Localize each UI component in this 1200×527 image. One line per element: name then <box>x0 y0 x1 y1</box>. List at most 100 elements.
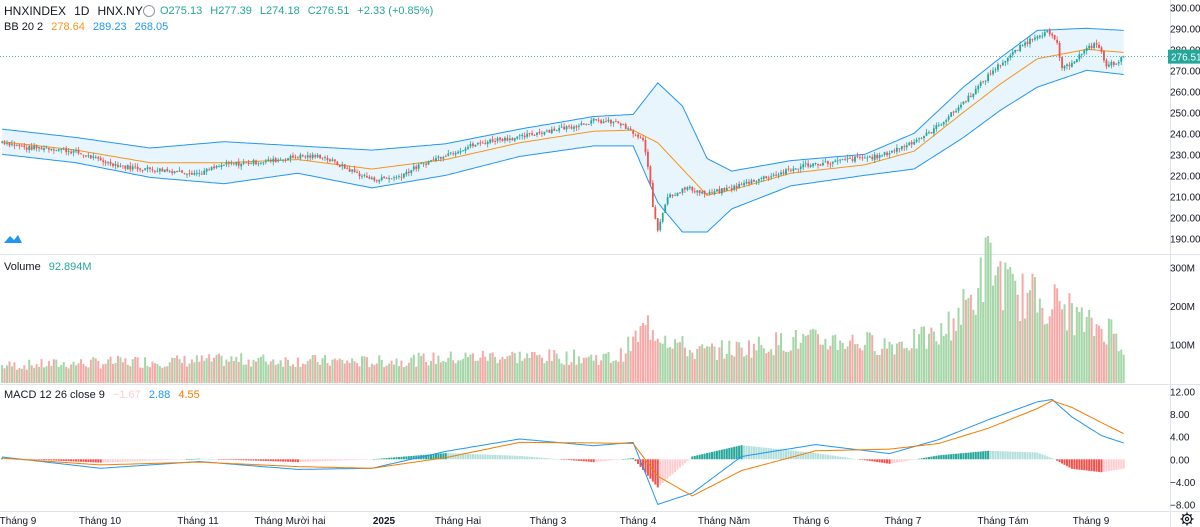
macd-hist-bar <box>491 454 494 460</box>
macd-hist-bar <box>619 459 622 460</box>
macd-hist-bar <box>40 459 43 460</box>
volume-bar <box>1117 351 1120 383</box>
candle-body <box>651 182 654 207</box>
volume-bar <box>28 359 31 383</box>
price-tick-label: 210.00 <box>1170 192 1200 203</box>
macd-hist-bar <box>962 453 965 460</box>
macd-hist-bar <box>890 459 893 464</box>
volume-bar <box>151 361 154 383</box>
macd-hist-bar <box>291 459 294 462</box>
volume-bar <box>156 363 159 383</box>
candle-body <box>580 123 583 125</box>
volume-bar <box>718 347 721 383</box>
interval-label[interactable]: 1D <box>74 4 90 18</box>
macd-hist-bar <box>144 459 147 461</box>
volume-bar <box>462 358 465 383</box>
macd-hist-bar <box>501 455 504 460</box>
candle-body <box>338 165 341 167</box>
candle-body <box>508 138 511 141</box>
macd-hist-bar <box>380 458 383 460</box>
volume-bar <box>444 361 447 383</box>
macd-hist-bar <box>444 453 447 460</box>
tradingview-logo-icon[interactable] <box>3 232 23 244</box>
macd-legend[interactable]: MACD 12 26 close 9 −1.67 2.88 4.55 <box>4 389 205 401</box>
volume-bar <box>262 354 265 383</box>
candle-body <box>839 159 842 161</box>
macd-hist-bar <box>723 449 726 460</box>
volume-bar <box>269 361 272 383</box>
volume-bar <box>937 344 940 383</box>
volume-bar <box>755 350 758 383</box>
macd-hist-bar <box>932 456 935 460</box>
macd-hist-bar <box>227 459 230 460</box>
candle-body <box>454 152 457 155</box>
macd-hist-bar <box>651 459 654 482</box>
macd-hist-bar <box>250 459 253 461</box>
volume-bar <box>454 363 457 383</box>
macd-hist-bar <box>33 459 36 460</box>
time-tick-label: 2025 <box>373 516 396 527</box>
macd-hist-bar <box>910 459 913 460</box>
candle-body <box>701 191 704 194</box>
candle-body <box>501 139 504 142</box>
settings-gear-icon[interactable] <box>1180 512 1194 526</box>
macd-hist-bar <box>686 459 689 461</box>
macd-tick-label: −4.00 <box>1170 478 1196 489</box>
volume-bar <box>257 357 260 383</box>
candle-body <box>203 170 206 175</box>
macd-hist-bar <box>1026 452 1029 460</box>
candle-body <box>3 142 6 145</box>
macd-hist-bar <box>1001 451 1004 460</box>
macd-hist-bar <box>363 459 366 460</box>
macd-hist-bar <box>112 459 115 463</box>
candle-body <box>489 139 492 143</box>
macd-hist-bar <box>168 459 171 460</box>
candle-body <box>545 130 548 132</box>
candle-body <box>163 169 166 173</box>
candle-body <box>932 128 935 134</box>
candle-body <box>1029 38 1031 45</box>
macd-hist-bar <box>678 459 681 468</box>
macd-hist-bar <box>222 459 225 460</box>
candle-body <box>129 165 132 170</box>
macd-hist-bar <box>688 458 691 460</box>
candle-body <box>235 161 238 165</box>
volume-bar <box>385 365 388 383</box>
macd-hist-bar <box>1041 454 1044 460</box>
macd-hist-bar <box>161 459 164 461</box>
volume-bar <box>1014 280 1017 383</box>
volume-bar <box>356 363 359 383</box>
candle-body <box>748 181 750 184</box>
macd-hist-bar <box>1033 452 1036 460</box>
candle-body <box>516 136 519 139</box>
candle-body <box>35 145 38 149</box>
macd-tick-label: −8.00 <box>1170 500 1196 511</box>
candle-body <box>1105 60 1108 67</box>
macd-hist-bar <box>950 454 953 460</box>
candle-body <box>407 171 410 174</box>
symbol-name[interactable]: HNXINDEX <box>4 4 67 18</box>
macd-hist-bar <box>849 458 852 460</box>
candle-body <box>504 137 506 141</box>
volume-legend[interactable]: Volume 92.894M <box>4 261 97 273</box>
volume-bar <box>553 349 556 383</box>
volume-bar <box>863 344 866 383</box>
volume-bar <box>947 311 950 383</box>
candle-body <box>878 155 881 158</box>
macd-hist-bar <box>506 455 509 460</box>
candle-body <box>491 139 494 142</box>
bb-legend[interactable]: BB 20 2 278.64 289.23 268.05 <box>4 21 173 33</box>
volume-bar <box>772 355 775 383</box>
candle-body <box>627 128 630 130</box>
volume-bar <box>888 341 891 383</box>
volume-bar <box>839 340 842 383</box>
volume-bar <box>459 360 462 383</box>
candle-body <box>728 187 731 189</box>
volume-bar <box>84 366 87 383</box>
volume-bar <box>326 363 329 383</box>
volume-bar <box>1080 307 1083 383</box>
candle-body <box>435 158 437 161</box>
volume-bar <box>959 324 962 383</box>
volume-bar <box>400 360 403 383</box>
